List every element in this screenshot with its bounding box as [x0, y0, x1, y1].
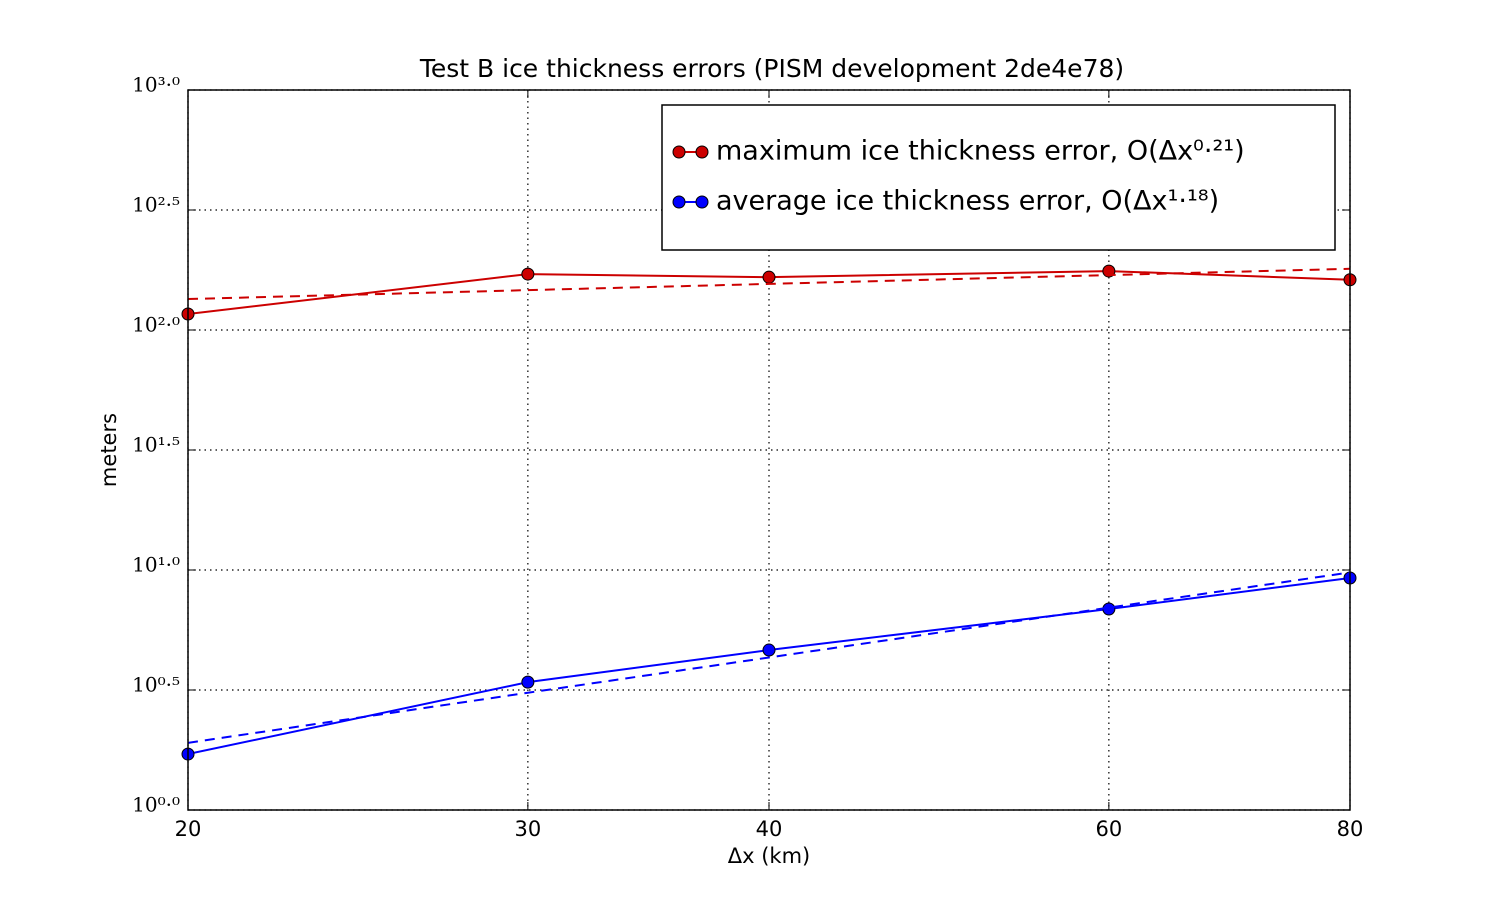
- y-tick-label: 10²·⁰: [132, 313, 180, 337]
- legend-label: average ice thickness error, O(Δx¹·¹⁸): [716, 186, 1219, 217]
- legend-marker: [672, 145, 686, 159]
- x-axis-label: Δx (km): [728, 844, 810, 868]
- y-tick-label: 10²·⁵: [132, 192, 180, 216]
- series-line: [188, 577, 1350, 756]
- legend-label: maximum ice thickness error, O(Δx⁰·²¹): [716, 136, 1245, 167]
- legend-box: [661, 104, 1336, 251]
- fit-line: [188, 571, 1350, 744]
- y-tick-label: 10¹·⁰: [132, 553, 180, 577]
- y-tick-label: 10³·⁰: [132, 73, 180, 97]
- legend-marker: [695, 195, 709, 209]
- y-tick-label: 10⁰·⁰: [132, 793, 180, 817]
- data-point: [521, 675, 535, 689]
- legend-marker: [695, 145, 709, 159]
- plot-frame: [187, 89, 1351, 811]
- chart-title: Test B ice thickness errors (PISM develo…: [419, 54, 1124, 83]
- fit-line: [188, 267, 1350, 301]
- x-tick-label: 60: [1095, 817, 1122, 841]
- x-tick-label: 20: [175, 817, 202, 841]
- data-point: [521, 267, 535, 281]
- x-tick-label: 40: [756, 817, 783, 841]
- y-tick-label: 10⁰·⁵: [132, 672, 180, 696]
- data-point: [762, 643, 776, 657]
- x-tick-label: 30: [514, 817, 541, 841]
- legend-marker: [672, 195, 686, 209]
- x-tick-label: 80: [1337, 817, 1364, 841]
- y-tick-label: 10¹·⁵: [132, 432, 180, 456]
- data-point: [762, 270, 776, 284]
- y-axis-label: meters: [97, 413, 121, 487]
